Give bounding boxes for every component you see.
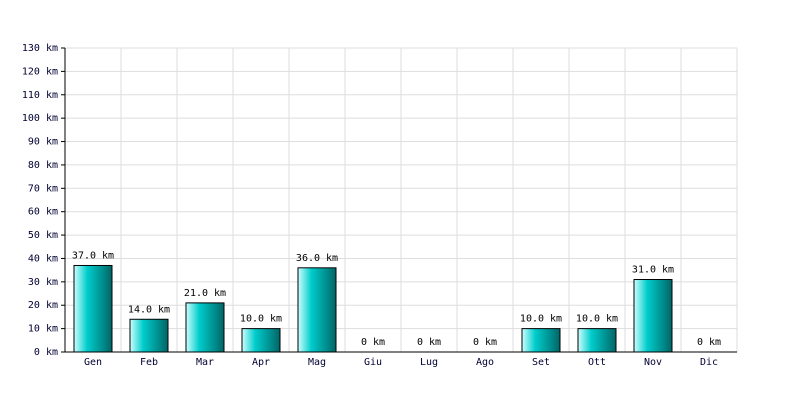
x-tick-label: Mar bbox=[196, 357, 214, 368]
y-tick-label: 20 km bbox=[28, 300, 58, 311]
x-tick-label: Giu bbox=[364, 357, 382, 368]
y-tick-label: 0 km bbox=[34, 347, 58, 358]
y-tick-label: 30 km bbox=[28, 277, 58, 288]
x-tick-label: Ago bbox=[476, 357, 494, 368]
value-label: 31.0 km bbox=[632, 265, 674, 276]
bar bbox=[241, 328, 281, 353]
x-tick-label: Ott bbox=[588, 357, 606, 368]
x-tick-label: Set bbox=[532, 357, 550, 368]
value-label: 0 km bbox=[361, 337, 385, 348]
y-tick-label: 50 km bbox=[28, 230, 58, 241]
value-label: 0 km bbox=[697, 337, 721, 348]
y-tick-label: 40 km bbox=[28, 253, 58, 264]
y-tick-label: 70 km bbox=[28, 183, 58, 194]
x-tick-label: Apr bbox=[252, 357, 270, 368]
bar bbox=[521, 328, 561, 353]
y-tick-label: 110 km bbox=[22, 90, 58, 101]
value-label: 0 km bbox=[417, 337, 441, 348]
value-label: 37.0 km bbox=[72, 250, 114, 261]
value-label: 14.0 km bbox=[128, 304, 170, 315]
x-tick-label: Dic bbox=[700, 357, 718, 368]
x-tick-label: Lug bbox=[420, 357, 438, 368]
x-tick-label: Feb bbox=[140, 357, 158, 368]
value-label: 21.0 km bbox=[184, 288, 226, 299]
value-label: 10.0 km bbox=[240, 314, 282, 325]
value-label: 10.0 km bbox=[576, 314, 618, 325]
y-tick-label: 130 km bbox=[22, 43, 58, 54]
bar bbox=[185, 302, 225, 353]
bar bbox=[297, 267, 337, 353]
bar bbox=[129, 318, 169, 353]
x-tick-label: Nov bbox=[644, 357, 662, 368]
bar bbox=[73, 264, 113, 353]
y-tick-label: 10 km bbox=[28, 324, 58, 335]
bar bbox=[577, 328, 617, 353]
value-label: 10.0 km bbox=[520, 314, 562, 325]
value-label: 0 km bbox=[473, 337, 497, 348]
y-tick-label: 90 km bbox=[28, 137, 58, 148]
x-tick-label: Mag bbox=[308, 357, 326, 368]
y-tick-label: 120 km bbox=[22, 66, 58, 77]
y-tick-label: 80 km bbox=[28, 160, 58, 171]
y-tick-label: 60 km bbox=[28, 207, 58, 218]
value-label: 36.0 km bbox=[296, 253, 338, 264]
x-tick-label: Gen bbox=[84, 357, 102, 368]
bar bbox=[633, 279, 673, 353]
y-tick-label: 100 km bbox=[22, 113, 58, 124]
